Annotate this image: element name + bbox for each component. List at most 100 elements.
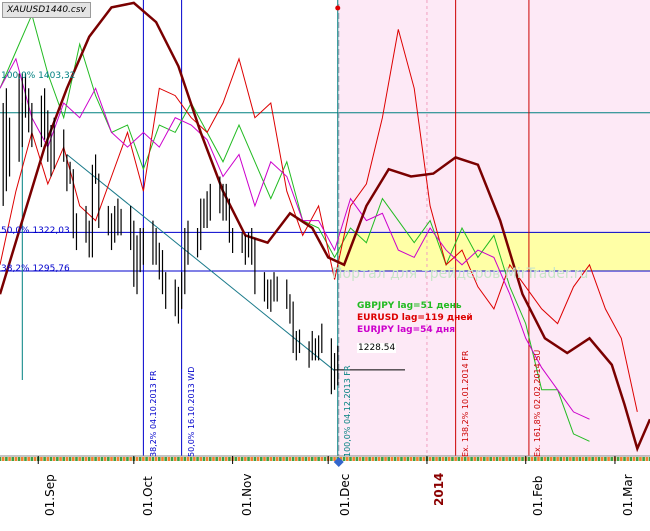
day-tick [584, 457, 588, 461]
day-tick [180, 457, 183, 461]
day-tick [237, 457, 241, 461]
day-tick [320, 457, 324, 461]
day-tick [454, 457, 457, 461]
day-tick [447, 457, 451, 461]
day-tick [193, 457, 196, 461]
day-tick [553, 457, 556, 461]
day-tick [103, 457, 107, 461]
day-tick [467, 457, 470, 461]
day-tick [604, 457, 607, 461]
day-tick [215, 457, 218, 461]
day-tick [135, 457, 139, 461]
day-tick [129, 457, 132, 461]
day-tick [642, 457, 645, 461]
day-tick [626, 457, 629, 461]
day-tick [572, 457, 575, 461]
day-tick [43, 457, 46, 461]
day-tick [122, 457, 126, 461]
day-tick [253, 457, 257, 461]
day-tick [65, 457, 69, 461]
day-tick [205, 457, 209, 461]
day-tick [639, 457, 642, 461]
day-tick [502, 457, 505, 461]
day-tick [272, 457, 276, 461]
day-tick [556, 457, 559, 461]
day-tick [361, 457, 365, 461]
day-tick [623, 457, 626, 461]
day-tick [349, 457, 352, 461]
day-tick [521, 457, 524, 461]
day-tick [648, 457, 650, 461]
vline-label-161: Ex. 161,8% 02.02.2014 SU [533, 349, 542, 457]
day-tick [100, 457, 104, 461]
day-tick [581, 457, 585, 461]
day-tick [218, 457, 222, 461]
day-tick [540, 457, 543, 461]
day-tick [148, 457, 152, 461]
day-tick [546, 457, 550, 461]
day-tick [635, 457, 639, 461]
day-tick [368, 457, 371, 461]
day-tick [84, 457, 88, 461]
day-tick [346, 457, 349, 461]
day-tick [116, 457, 120, 461]
day-tick [444, 457, 448, 461]
day-tick [266, 457, 269, 461]
day-tick [530, 457, 534, 461]
day-tick [199, 457, 203, 461]
day-tick [371, 457, 375, 461]
day-tick [212, 457, 215, 461]
day-tick [145, 457, 148, 461]
day-tick [189, 457, 193, 461]
day-tick [527, 457, 531, 461]
day-tick [543, 457, 547, 461]
day-tick [1, 457, 5, 461]
day-tick [492, 457, 496, 461]
day-tick [161, 457, 164, 461]
day-tick [463, 457, 467, 461]
day-tick [483, 457, 486, 461]
day-tick [387, 457, 391, 461]
day-tick [396, 457, 400, 461]
lag-label-eurjpy: EURJPY lag=54 дня [357, 325, 456, 335]
x-tick-2014: 2014 [432, 472, 446, 506]
day-tick [0, 457, 2, 461]
day-tick [138, 457, 142, 461]
day-tick [514, 457, 518, 461]
vline-label-38: 38,2% 04.10.2013 FR [149, 370, 158, 457]
day-tick [113, 457, 117, 461]
day-tick [282, 457, 285, 461]
day-tick [441, 457, 445, 461]
day-tick [381, 457, 384, 461]
x-tick-dec: 01.Dec [338, 473, 352, 516]
day-tick [52, 457, 56, 461]
day-tick [244, 457, 247, 461]
day-tick [400, 457, 403, 461]
day-tick [565, 457, 569, 461]
day-tick [30, 457, 34, 461]
day-tick [412, 457, 416, 461]
day-tick [62, 457, 66, 461]
day-tick [56, 457, 59, 461]
day-tick [610, 457, 614, 461]
day-tick [432, 457, 435, 461]
day-tick [33, 457, 37, 461]
x-tick-oct: 01.Oct [141, 476, 155, 516]
vline-label-50: 50,0% 16.10.2013 WD [187, 366, 196, 457]
price-marker: 1228.54 [357, 343, 397, 353]
day-tick [224, 457, 228, 461]
day-tick [164, 457, 167, 461]
day-tick [259, 457, 263, 461]
day-tick [559, 457, 563, 461]
day-tick [591, 457, 594, 461]
day-tick [275, 457, 279, 461]
day-tick [409, 457, 413, 461]
day-tick [75, 457, 78, 461]
day-tick [355, 457, 359, 461]
x-tick-nov: 01.Nov [240, 473, 254, 516]
series-line-1 [0, 29, 638, 413]
day-tick [339, 457, 343, 461]
day-tick [107, 457, 110, 461]
day-tick [508, 457, 512, 461]
day-tick [486, 457, 489, 461]
